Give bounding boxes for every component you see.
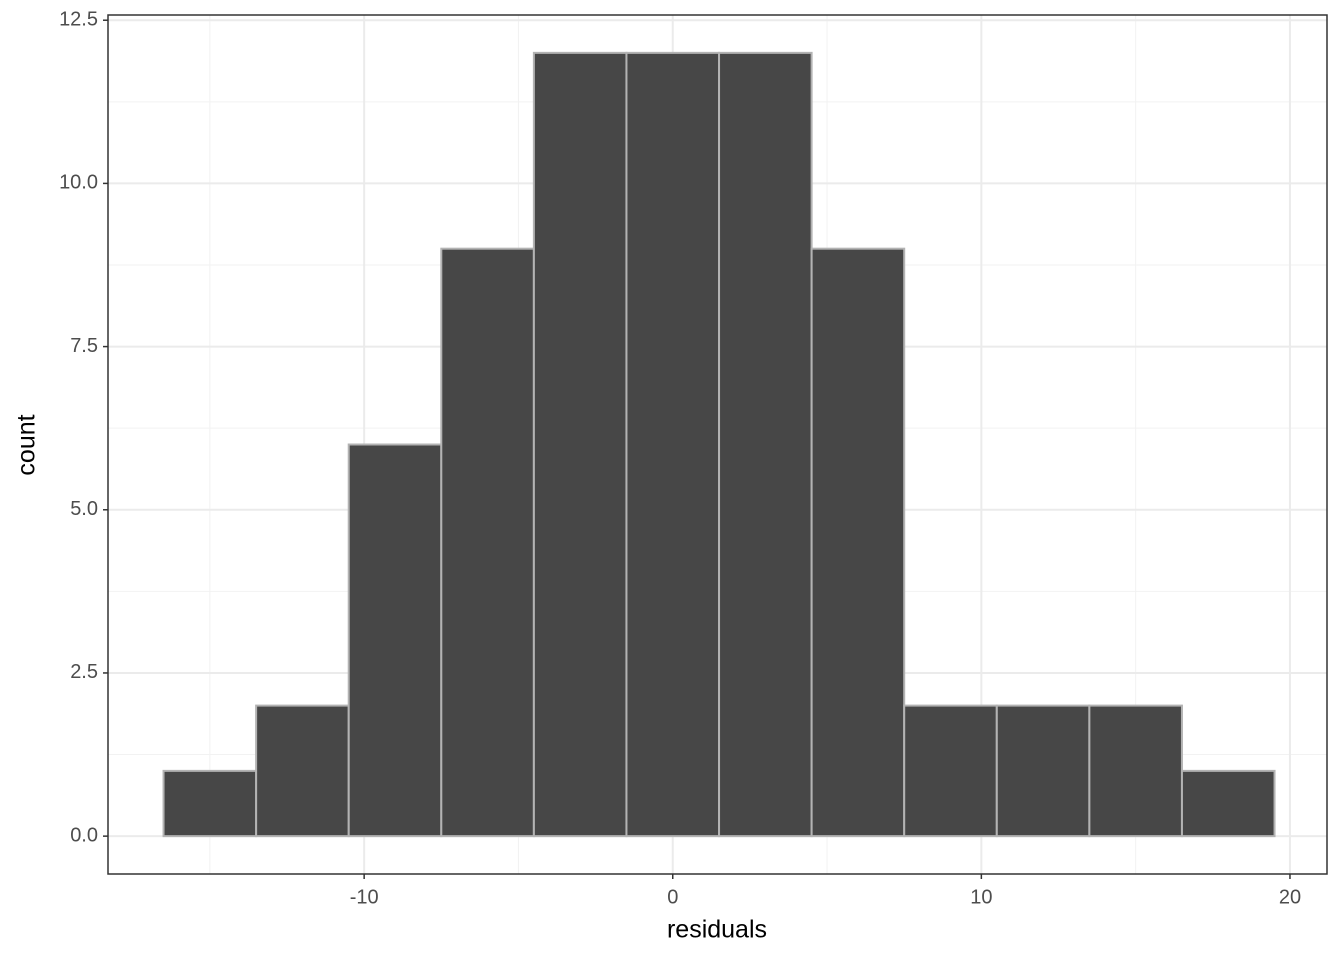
bar	[162, 769, 258, 838]
bar	[810, 247, 906, 838]
x-axis-title: residuals	[667, 916, 767, 944]
y-tick-label: 7.5	[70, 335, 98, 357]
y-tick-label: 2.5	[70, 661, 98, 683]
bar	[995, 704, 1091, 838]
y-tick-label: 10.0	[59, 172, 98, 194]
y-axis-title: count	[13, 414, 41, 475]
bar	[440, 247, 535, 838]
bar	[903, 704, 998, 838]
bar	[532, 51, 628, 838]
bar	[625, 51, 721, 838]
x-tick-label: 0	[667, 886, 678, 908]
y-tick-label: 5.0	[70, 498, 98, 520]
bar	[1180, 769, 1276, 838]
bar	[1088, 704, 1183, 838]
bar	[347, 443, 443, 838]
y-tick-label: 12.5	[59, 9, 98, 31]
panel-border	[107, 14, 1328, 875]
y-tick-label: 0.0	[70, 824, 98, 846]
x-tick-label: -10	[350, 886, 379, 908]
bar	[255, 704, 350, 838]
x-tick-label: 20	[1279, 886, 1301, 908]
bar	[718, 51, 813, 838]
x-tick-label: 10	[970, 886, 992, 908]
